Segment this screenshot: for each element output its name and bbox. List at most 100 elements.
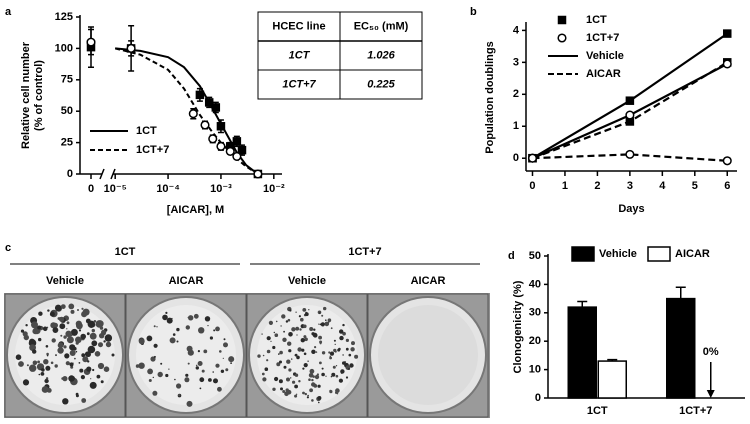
- colony: [41, 368, 45, 372]
- colony: [273, 331, 275, 334]
- colony: [215, 363, 220, 368]
- colony: [207, 325, 209, 327]
- y-tick-label: 50: [529, 250, 541, 262]
- colony: [266, 336, 271, 341]
- y-tick-label: 50: [61, 105, 73, 117]
- colony: [52, 327, 59, 333]
- condition-label: Vehicle: [46, 275, 84, 287]
- colony: [50, 361, 54, 365]
- colony: [286, 359, 291, 364]
- colony: [311, 349, 316, 354]
- colony: [82, 356, 89, 363]
- table-cell: 1CT+7: [282, 78, 316, 90]
- colony: [342, 331, 346, 336]
- marker: [625, 110, 635, 120]
- colony: [213, 378, 218, 384]
- table-cell: 1CT: [289, 49, 311, 61]
- colony: [342, 354, 344, 356]
- series-line: [532, 61, 728, 160]
- colony: [261, 372, 265, 376]
- marker: [211, 103, 221, 112]
- colony: [31, 321, 38, 329]
- colony: [160, 362, 163, 365]
- colony: [188, 315, 194, 321]
- marker: [200, 120, 210, 130]
- marker: [527, 153, 538, 163]
- x-tick-label: 3: [627, 180, 633, 192]
- colony: [289, 309, 292, 312]
- colony: [304, 337, 308, 342]
- x-tick-label: 5: [692, 180, 698, 192]
- colony: [335, 365, 338, 367]
- colony: [60, 334, 63, 337]
- x-tick-label: 0: [88, 183, 94, 195]
- colony: [264, 367, 269, 372]
- colony: [307, 360, 309, 362]
- colony: [283, 330, 285, 333]
- colony: [185, 325, 190, 330]
- colony: [77, 309, 79, 311]
- colony: [45, 345, 49, 348]
- colony: [197, 350, 200, 353]
- colony: [300, 317, 304, 322]
- colony: [43, 359, 49, 365]
- series-line: [531, 32, 728, 160]
- group-label: 1CT+7: [348, 246, 381, 258]
- x-tick-label: 1: [562, 180, 568, 192]
- colony: [324, 321, 330, 327]
- colony: [184, 377, 190, 383]
- colony: [204, 316, 211, 322]
- colony: [213, 329, 216, 332]
- colony: [348, 353, 352, 357]
- value-label: 0%: [703, 346, 719, 358]
- y-tick-label: 20: [529, 335, 541, 347]
- table-header: EC₅₀ (mM): [354, 20, 409, 32]
- colony: [146, 335, 153, 342]
- colony: [266, 359, 269, 362]
- colony: [305, 311, 308, 314]
- colony: [302, 308, 307, 312]
- marker: [722, 156, 732, 166]
- y-tick-label: 75: [61, 74, 73, 86]
- marker: [208, 134, 218, 144]
- colony: [185, 373, 189, 377]
- colony: [103, 340, 106, 343]
- condition-label: AICAR: [411, 275, 446, 287]
- legend-label: Vehicle: [586, 50, 624, 62]
- colony: [18, 361, 24, 367]
- colony: [47, 309, 50, 312]
- colony: [45, 377, 49, 380]
- legend-label: AICAR: [586, 68, 621, 80]
- colony: [219, 350, 222, 353]
- marker: [253, 169, 263, 179]
- colony: [329, 351, 335, 356]
- colony: [222, 357, 224, 359]
- colony: [333, 348, 337, 353]
- table-cell: 1.026: [367, 49, 395, 61]
- panel-letter: a: [5, 6, 12, 18]
- colony: [279, 360, 282, 364]
- colony: [86, 366, 92, 372]
- colony: [69, 362, 74, 367]
- colony: [212, 371, 214, 373]
- colony: [208, 378, 212, 382]
- colony: [195, 366, 199, 370]
- colony: [339, 335, 344, 341]
- y-tick-label: 1: [513, 120, 519, 132]
- colony: [270, 340, 272, 342]
- marker: [625, 149, 635, 159]
- colony: [89, 381, 97, 389]
- legend-label: 1CT+7: [586, 32, 619, 44]
- colony: [92, 368, 95, 372]
- marker: [232, 137, 242, 146]
- plate-inner: [378, 305, 478, 405]
- colony: [325, 319, 327, 322]
- colony: [22, 379, 30, 386]
- colony: [287, 341, 292, 346]
- colony: [301, 348, 305, 352]
- colony: [81, 398, 87, 403]
- marker: [126, 43, 136, 53]
- colony: [321, 351, 326, 355]
- colony: [330, 327, 333, 330]
- colony: [336, 392, 339, 395]
